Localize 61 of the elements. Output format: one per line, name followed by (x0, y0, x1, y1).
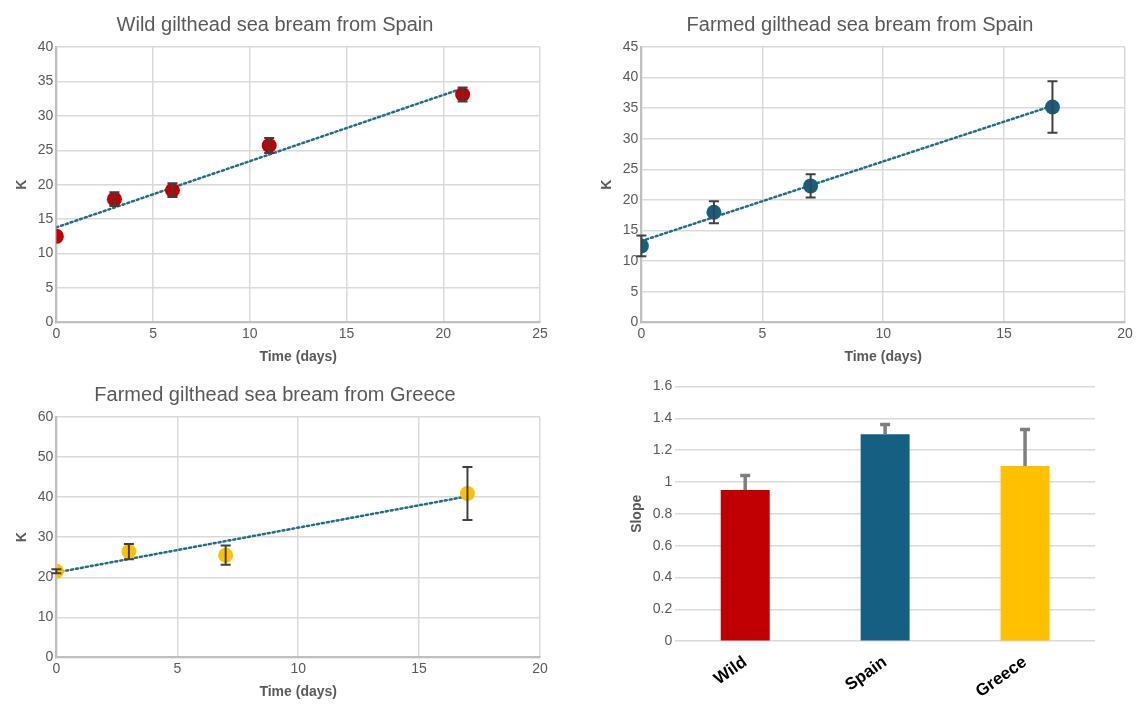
y-tick-label: 0.2 (652, 600, 673, 617)
x-axis-title: Time (days) (259, 348, 337, 365)
y-tick-label: 30 (37, 528, 54, 545)
y-tick-label: 15 (37, 209, 54, 226)
y-tick-label: 0 (45, 313, 54, 330)
y-tick-label: 0.4 (652, 568, 673, 585)
y-tick-label: 5 (630, 282, 639, 299)
y-tick-label: 10 (37, 608, 54, 625)
y-tick-label: 20 (37, 175, 54, 192)
y-tick-label: 40 (37, 487, 54, 504)
x-tick-label: Wild (710, 652, 751, 689)
x-tick-label: 20 (435, 324, 452, 341)
y-tick-label: 0.8 (652, 504, 673, 521)
chart-title: Farmed gilthead sea bream from Spain (686, 12, 1034, 35)
y-tick-label: 10 (37, 244, 54, 261)
bar (1000, 466, 1050, 641)
y-tick-label: 60 (37, 407, 54, 424)
y-tick-label: 1 (664, 472, 673, 489)
y-tick-label: 20 (37, 568, 54, 585)
y-axis-title: K (598, 179, 615, 190)
y-tick-label: 1.6 (652, 377, 673, 394)
x-tick-label: 5 (758, 324, 767, 341)
y-tick-label: 25 (622, 160, 639, 177)
x-tick-label: 15 (996, 324, 1013, 341)
y-tick-label: 25 (37, 141, 54, 158)
y-axis-title: K (13, 179, 30, 190)
x-axis-title: Time (days) (259, 683, 337, 700)
y-tick-label: 1.2 (652, 440, 673, 457)
x-axis-title: Time (days) (844, 348, 922, 365)
y-tick-label: 20 (622, 190, 639, 207)
y-tick-label: 10 (622, 252, 639, 269)
y-axis-title: K (13, 532, 30, 543)
y-axis-title: Slope (628, 494, 645, 533)
x-tick-label: 15 (411, 659, 428, 676)
y-tick-label: 40 (37, 37, 54, 54)
x-tick-label: 10 (290, 659, 307, 676)
bar (720, 489, 770, 641)
y-tick-label: 0.6 (652, 536, 673, 553)
x-tick-label: 20 (1117, 324, 1133, 341)
y-tick-label: 50 (37, 447, 54, 464)
y-tick-label: 15 (622, 221, 639, 238)
y-tick-label: 40 (622, 68, 639, 85)
y-tick-label: 35 (37, 72, 54, 89)
y-tick-label: 45 (622, 37, 639, 54)
x-tick-label: 5 (149, 324, 158, 341)
x-tick-label: 10 (875, 324, 892, 341)
chart-title: Farmed gilthead sea bream from Greece (94, 382, 456, 405)
y-tick-label: 0 (630, 313, 639, 330)
x-tick-label: 25 (532, 324, 548, 341)
y-tick-label: 0 (664, 632, 673, 649)
y-tick-label: 30 (37, 106, 54, 123)
chart-title: Wild gilthead sea bream from Spain (116, 12, 434, 35)
x-tick-label: 15 (338, 324, 355, 341)
x-tick-label: 20 (532, 659, 548, 676)
x-tick-label: 5 (173, 659, 182, 676)
bar (860, 434, 910, 641)
y-tick-label: 1.4 (652, 409, 673, 426)
y-tick-label: 35 (622, 99, 639, 116)
y-tick-label: 30 (622, 129, 639, 146)
x-tick-label: 10 (242, 324, 258, 341)
y-tick-label: 5 (45, 278, 54, 295)
